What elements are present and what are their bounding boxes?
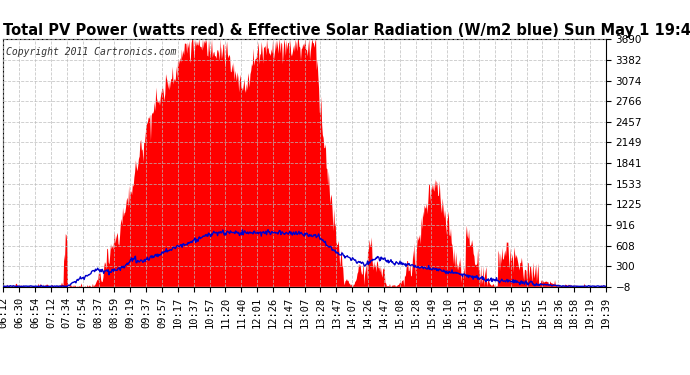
Text: Total PV Power (watts red) & Effective Solar Radiation (W/m2 blue) Sun May 1 19:: Total PV Power (watts red) & Effective S… xyxy=(3,23,690,38)
Text: Copyright 2011 Cartronics.com: Copyright 2011 Cartronics.com xyxy=(6,47,177,57)
